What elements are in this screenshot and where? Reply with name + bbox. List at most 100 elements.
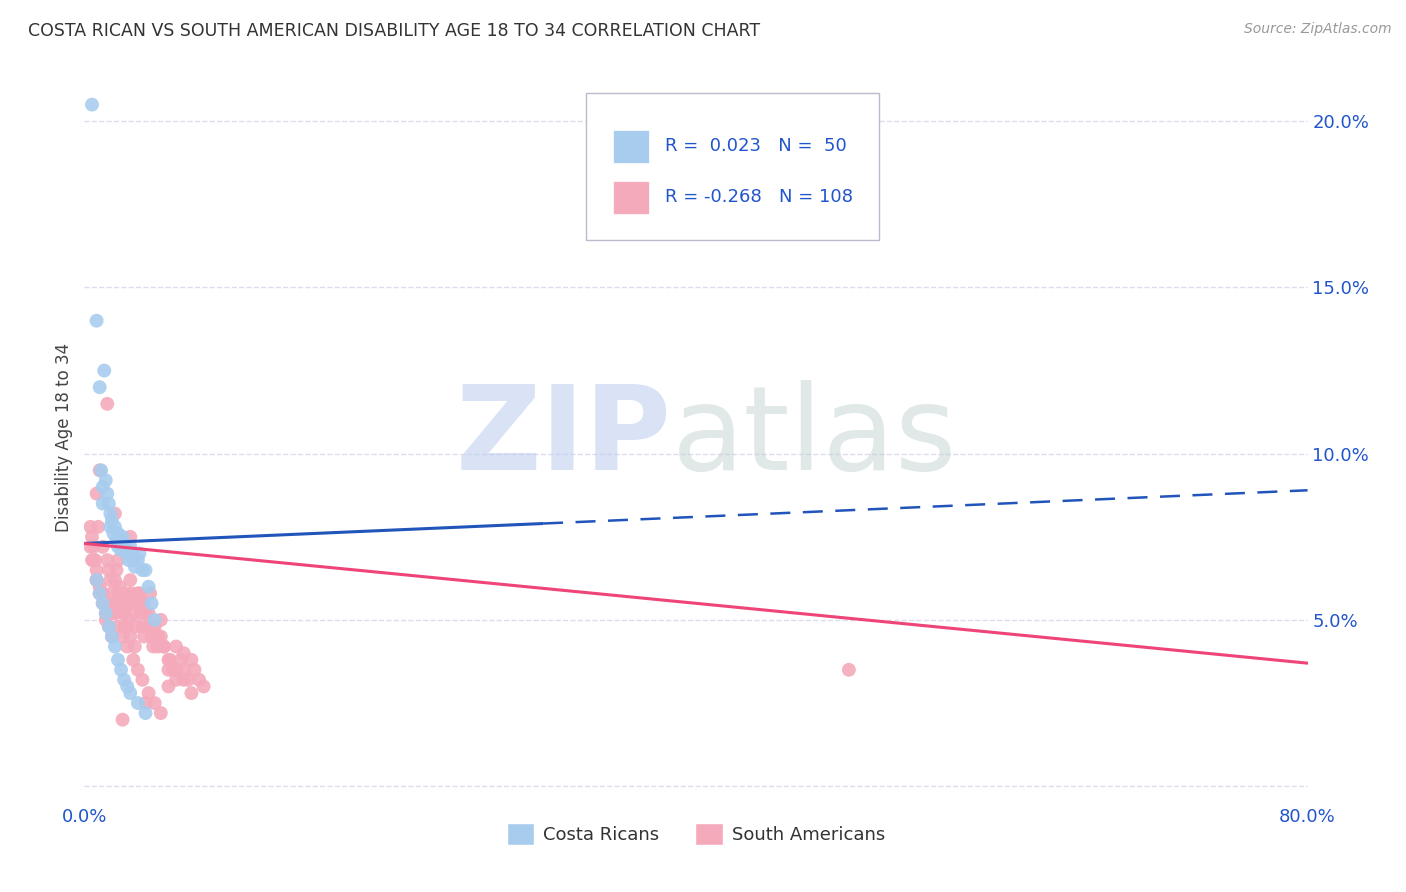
Point: [97, 563, 120, 577]
Point: [105, 563, 128, 577]
Point: [170, 653, 193, 667]
Text: atlas: atlas: [672, 380, 957, 494]
Point: [97, 619, 120, 633]
Point: [135, 706, 157, 720]
Point: [146, 640, 169, 654]
Point: [165, 673, 187, 687]
Text: ZIP: ZIP: [456, 380, 672, 494]
Point: [86, 563, 108, 577]
Point: [104, 573, 127, 587]
Point: [115, 596, 138, 610]
Point: [165, 640, 187, 654]
Point: [96, 596, 118, 610]
Text: COSTA RICAN VS SOUTH AMERICAN DISABILITY AGE 18 TO 34 CORRELATION CHART: COSTA RICAN VS SOUTH AMERICAN DISABILITY…: [28, 22, 761, 40]
Point: [103, 596, 125, 610]
Text: Source: ZipAtlas.com: Source: ZipAtlas.com: [1244, 22, 1392, 37]
Point: [157, 653, 180, 667]
Point: [98, 507, 121, 521]
Point: [94, 607, 117, 621]
Point: [138, 686, 160, 700]
Text: R = -0.268   N = 108: R = -0.268 N = 108: [665, 188, 853, 206]
Point: [149, 706, 172, 720]
Point: [112, 673, 135, 687]
Point: [97, 619, 120, 633]
Point: [80, 553, 103, 567]
Point: [115, 546, 138, 560]
Point: [121, 546, 143, 560]
Point: [91, 596, 114, 610]
Point: [120, 540, 142, 554]
Point: [127, 586, 149, 600]
Point: [114, 586, 136, 600]
Point: [115, 619, 138, 633]
Point: [124, 607, 146, 621]
Point: [188, 673, 211, 687]
Point: [112, 536, 135, 550]
Point: [135, 607, 157, 621]
Point: [104, 640, 127, 654]
Point: [127, 553, 149, 567]
Point: [153, 640, 176, 654]
Point: [115, 680, 138, 694]
Point: [127, 696, 149, 710]
Point: [173, 646, 195, 660]
Point: [162, 663, 184, 677]
Point: [107, 653, 129, 667]
Point: [89, 380, 111, 394]
Point: [93, 596, 115, 610]
Point: [108, 580, 131, 594]
Point: [96, 397, 118, 411]
Point: [86, 314, 108, 328]
Point: [104, 507, 127, 521]
Point: [138, 619, 160, 633]
Point: [101, 513, 124, 527]
Point: [128, 596, 150, 610]
Point: [105, 533, 128, 548]
Point: [83, 540, 105, 554]
Point: [129, 607, 152, 621]
Point: [91, 540, 114, 554]
Point: [84, 553, 107, 567]
Point: [96, 553, 118, 567]
Point: [138, 607, 160, 621]
Point: [157, 680, 180, 694]
Point: [143, 619, 166, 633]
Point: [80, 530, 103, 544]
Point: [96, 486, 118, 500]
Point: [122, 596, 145, 610]
Point: [118, 613, 141, 627]
Point: [121, 586, 143, 600]
Point: [153, 640, 176, 654]
Point: [101, 630, 124, 644]
Point: [110, 596, 132, 610]
Point: [94, 613, 117, 627]
Point: [128, 546, 150, 560]
Point: [120, 573, 142, 587]
Point: [111, 607, 134, 621]
Point: [125, 619, 148, 633]
Point: [107, 553, 129, 567]
Point: [89, 586, 111, 600]
Point: [90, 586, 112, 600]
FancyBboxPatch shape: [586, 94, 880, 240]
Point: [135, 696, 157, 710]
Point: [90, 463, 112, 477]
Point: [104, 607, 127, 621]
Point: [79, 520, 101, 534]
Point: [141, 596, 163, 610]
Point: [146, 630, 169, 644]
Point: [115, 640, 138, 654]
Point: [91, 480, 114, 494]
Point: [86, 573, 108, 587]
Text: R =  0.023   N =  50: R = 0.023 N = 50: [665, 137, 848, 155]
Point: [91, 497, 114, 511]
Point: [180, 653, 202, 667]
Point: [193, 680, 215, 694]
FancyBboxPatch shape: [613, 181, 650, 214]
Point: [143, 696, 166, 710]
Point: [122, 553, 145, 567]
Legend: Costa Ricans, South Americans: Costa Ricans, South Americans: [501, 816, 891, 852]
Point: [142, 619, 165, 633]
Point: [94, 473, 117, 487]
Point: [91, 596, 114, 610]
